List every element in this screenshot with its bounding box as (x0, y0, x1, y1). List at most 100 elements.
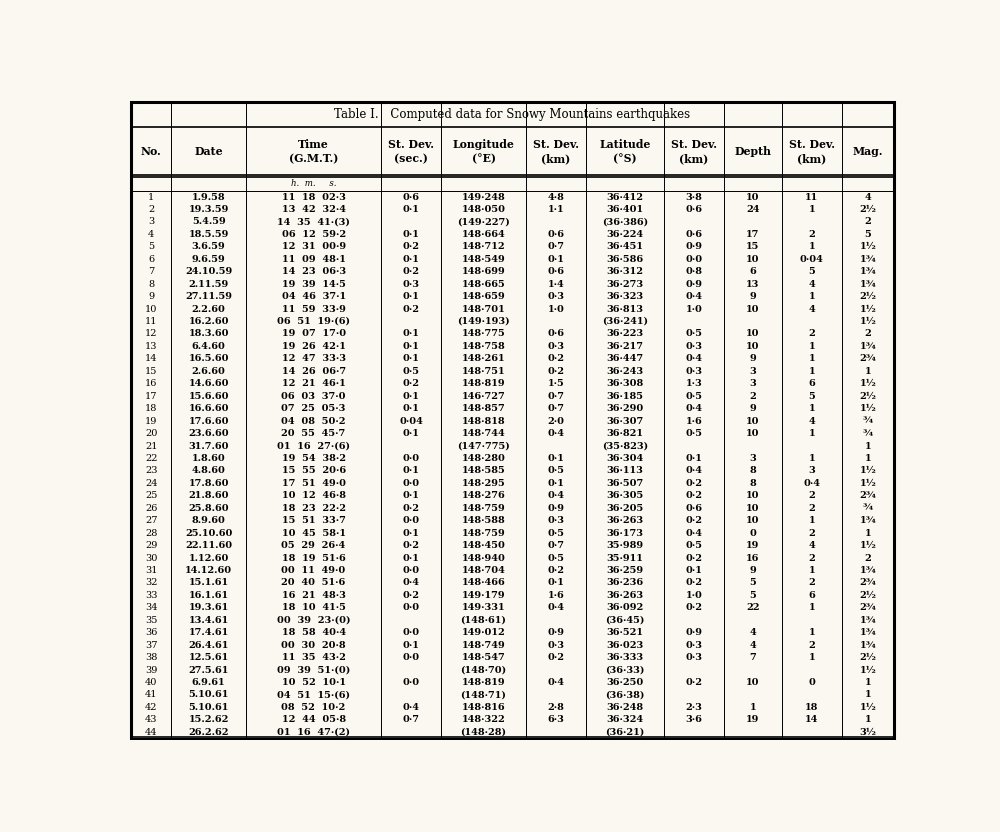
Text: 148·744: 148·744 (462, 429, 505, 438)
Text: 11  35  43·2: 11 35 43·2 (282, 653, 346, 662)
Text: 36·312: 36·312 (606, 267, 643, 276)
Text: 17.4.61: 17.4.61 (189, 628, 229, 637)
Text: 16.2.60: 16.2.60 (188, 317, 229, 326)
Text: (147·775): (147·775) (457, 442, 510, 450)
Text: 13: 13 (746, 280, 760, 289)
Text: 0·0: 0·0 (685, 255, 702, 264)
Text: 36·205: 36·205 (606, 503, 644, 513)
Text: 0·6: 0·6 (547, 230, 564, 239)
Text: 2·8: 2·8 (548, 703, 564, 712)
Text: 0·3: 0·3 (685, 641, 702, 650)
Text: 36·223: 36·223 (606, 329, 644, 339)
Text: 1: 1 (809, 653, 815, 662)
Text: 2: 2 (808, 528, 815, 537)
Text: 5: 5 (864, 230, 871, 239)
Text: 1¾: 1¾ (859, 516, 876, 525)
Text: 43: 43 (145, 716, 157, 725)
Text: 0·4: 0·4 (685, 404, 702, 414)
Text: 18  58  40·4: 18 58 40·4 (282, 628, 346, 637)
Text: 17.8.60: 17.8.60 (188, 479, 229, 488)
Text: 36·333: 36·333 (606, 653, 644, 662)
Text: 148·704: 148·704 (462, 566, 505, 575)
Text: St. Dev.
(km): St. Dev. (km) (533, 139, 579, 164)
Text: 5.10.61: 5.10.61 (188, 691, 229, 700)
Text: 8: 8 (148, 280, 154, 289)
Text: 36·451: 36·451 (606, 242, 643, 251)
Text: 20: 20 (145, 429, 157, 438)
Text: 148·549: 148·549 (462, 255, 505, 264)
Text: 0·3: 0·3 (685, 367, 702, 376)
Text: 19.3.59: 19.3.59 (188, 205, 229, 214)
Text: 36·273: 36·273 (606, 280, 644, 289)
Text: 2½: 2½ (859, 591, 876, 600)
Text: 2¾: 2¾ (859, 603, 876, 612)
Text: 149·331: 149·331 (462, 603, 505, 612)
Text: 10  12  46·8: 10 12 46·8 (282, 492, 346, 500)
Text: 0·1: 0·1 (548, 578, 564, 587)
Text: 27.11.59: 27.11.59 (185, 292, 232, 301)
Text: 14  23  06·3: 14 23 06·3 (282, 267, 346, 276)
Text: 0·1: 0·1 (403, 205, 419, 214)
Text: 1: 1 (809, 292, 815, 301)
Text: 13  42  32·4: 13 42 32·4 (282, 205, 346, 214)
Text: 1¾: 1¾ (859, 255, 876, 264)
Text: 1¾: 1¾ (859, 628, 876, 637)
Text: Longitude
(°E): Longitude (°E) (453, 139, 514, 164)
Text: 1¾: 1¾ (859, 342, 876, 351)
Text: 148·749: 148·749 (462, 641, 505, 650)
Text: 0·4: 0·4 (685, 467, 702, 475)
Text: 4: 4 (808, 417, 815, 426)
Text: 5: 5 (749, 591, 756, 600)
Text: 148·466: 148·466 (462, 578, 505, 587)
Text: 5: 5 (808, 267, 815, 276)
Text: 23: 23 (145, 467, 157, 475)
Text: 148·295: 148·295 (462, 479, 505, 488)
Text: 5.10.61: 5.10.61 (188, 703, 229, 712)
Text: 36·185: 36·185 (606, 392, 643, 401)
Text: 0·0: 0·0 (402, 454, 420, 463)
Text: 24: 24 (746, 205, 760, 214)
Text: 6: 6 (808, 591, 815, 600)
Text: 36·586: 36·586 (606, 255, 644, 264)
Text: 17: 17 (145, 392, 157, 401)
Text: 0·5: 0·5 (685, 541, 702, 550)
Text: 19  26  42·1: 19 26 42·1 (282, 342, 346, 351)
Text: 148·751: 148·751 (462, 367, 505, 376)
Text: 19  07  17·0: 19 07 17·0 (282, 329, 346, 339)
Text: 0·9: 0·9 (547, 628, 564, 637)
Text: 148·940: 148·940 (462, 553, 505, 562)
Text: 0·6: 0·6 (403, 192, 420, 201)
Text: 0·04: 0·04 (800, 255, 824, 264)
Text: 10  45  58·1: 10 45 58·1 (282, 528, 346, 537)
Text: 19: 19 (746, 541, 760, 550)
Text: 1·6: 1·6 (548, 591, 564, 600)
Text: 10: 10 (746, 678, 760, 687)
Text: 1: 1 (750, 703, 756, 712)
Text: 0·4: 0·4 (403, 703, 420, 712)
Text: 11  59  33·9: 11 59 33·9 (282, 305, 346, 314)
Text: 1: 1 (865, 442, 871, 450)
Text: 1·3: 1·3 (686, 379, 702, 389)
Text: 14  35  41·(3): 14 35 41·(3) (277, 217, 350, 226)
Text: 1½: 1½ (859, 479, 876, 488)
Text: 1: 1 (809, 242, 815, 251)
Text: 30: 30 (145, 553, 157, 562)
Text: 0·2: 0·2 (403, 267, 420, 276)
Text: 36·259: 36·259 (606, 566, 644, 575)
Text: No.: No. (141, 146, 162, 157)
Text: 16.6.60: 16.6.60 (188, 404, 229, 414)
Text: 11  18  02·3: 11 18 02·3 (282, 192, 346, 201)
Text: 10: 10 (746, 492, 760, 500)
Text: 3: 3 (749, 454, 756, 463)
Text: 4: 4 (749, 628, 756, 637)
Text: 36·243: 36·243 (606, 367, 644, 376)
Text: 0·9: 0·9 (547, 503, 564, 513)
Text: 14: 14 (805, 716, 819, 725)
Text: 10: 10 (746, 255, 760, 264)
Text: 0·3: 0·3 (685, 342, 702, 351)
Text: 0·6: 0·6 (685, 503, 702, 513)
Text: 10: 10 (746, 429, 760, 438)
Text: 25.8.60: 25.8.60 (188, 503, 229, 513)
Text: 24.10.59: 24.10.59 (185, 267, 232, 276)
Text: 0·4: 0·4 (685, 528, 702, 537)
